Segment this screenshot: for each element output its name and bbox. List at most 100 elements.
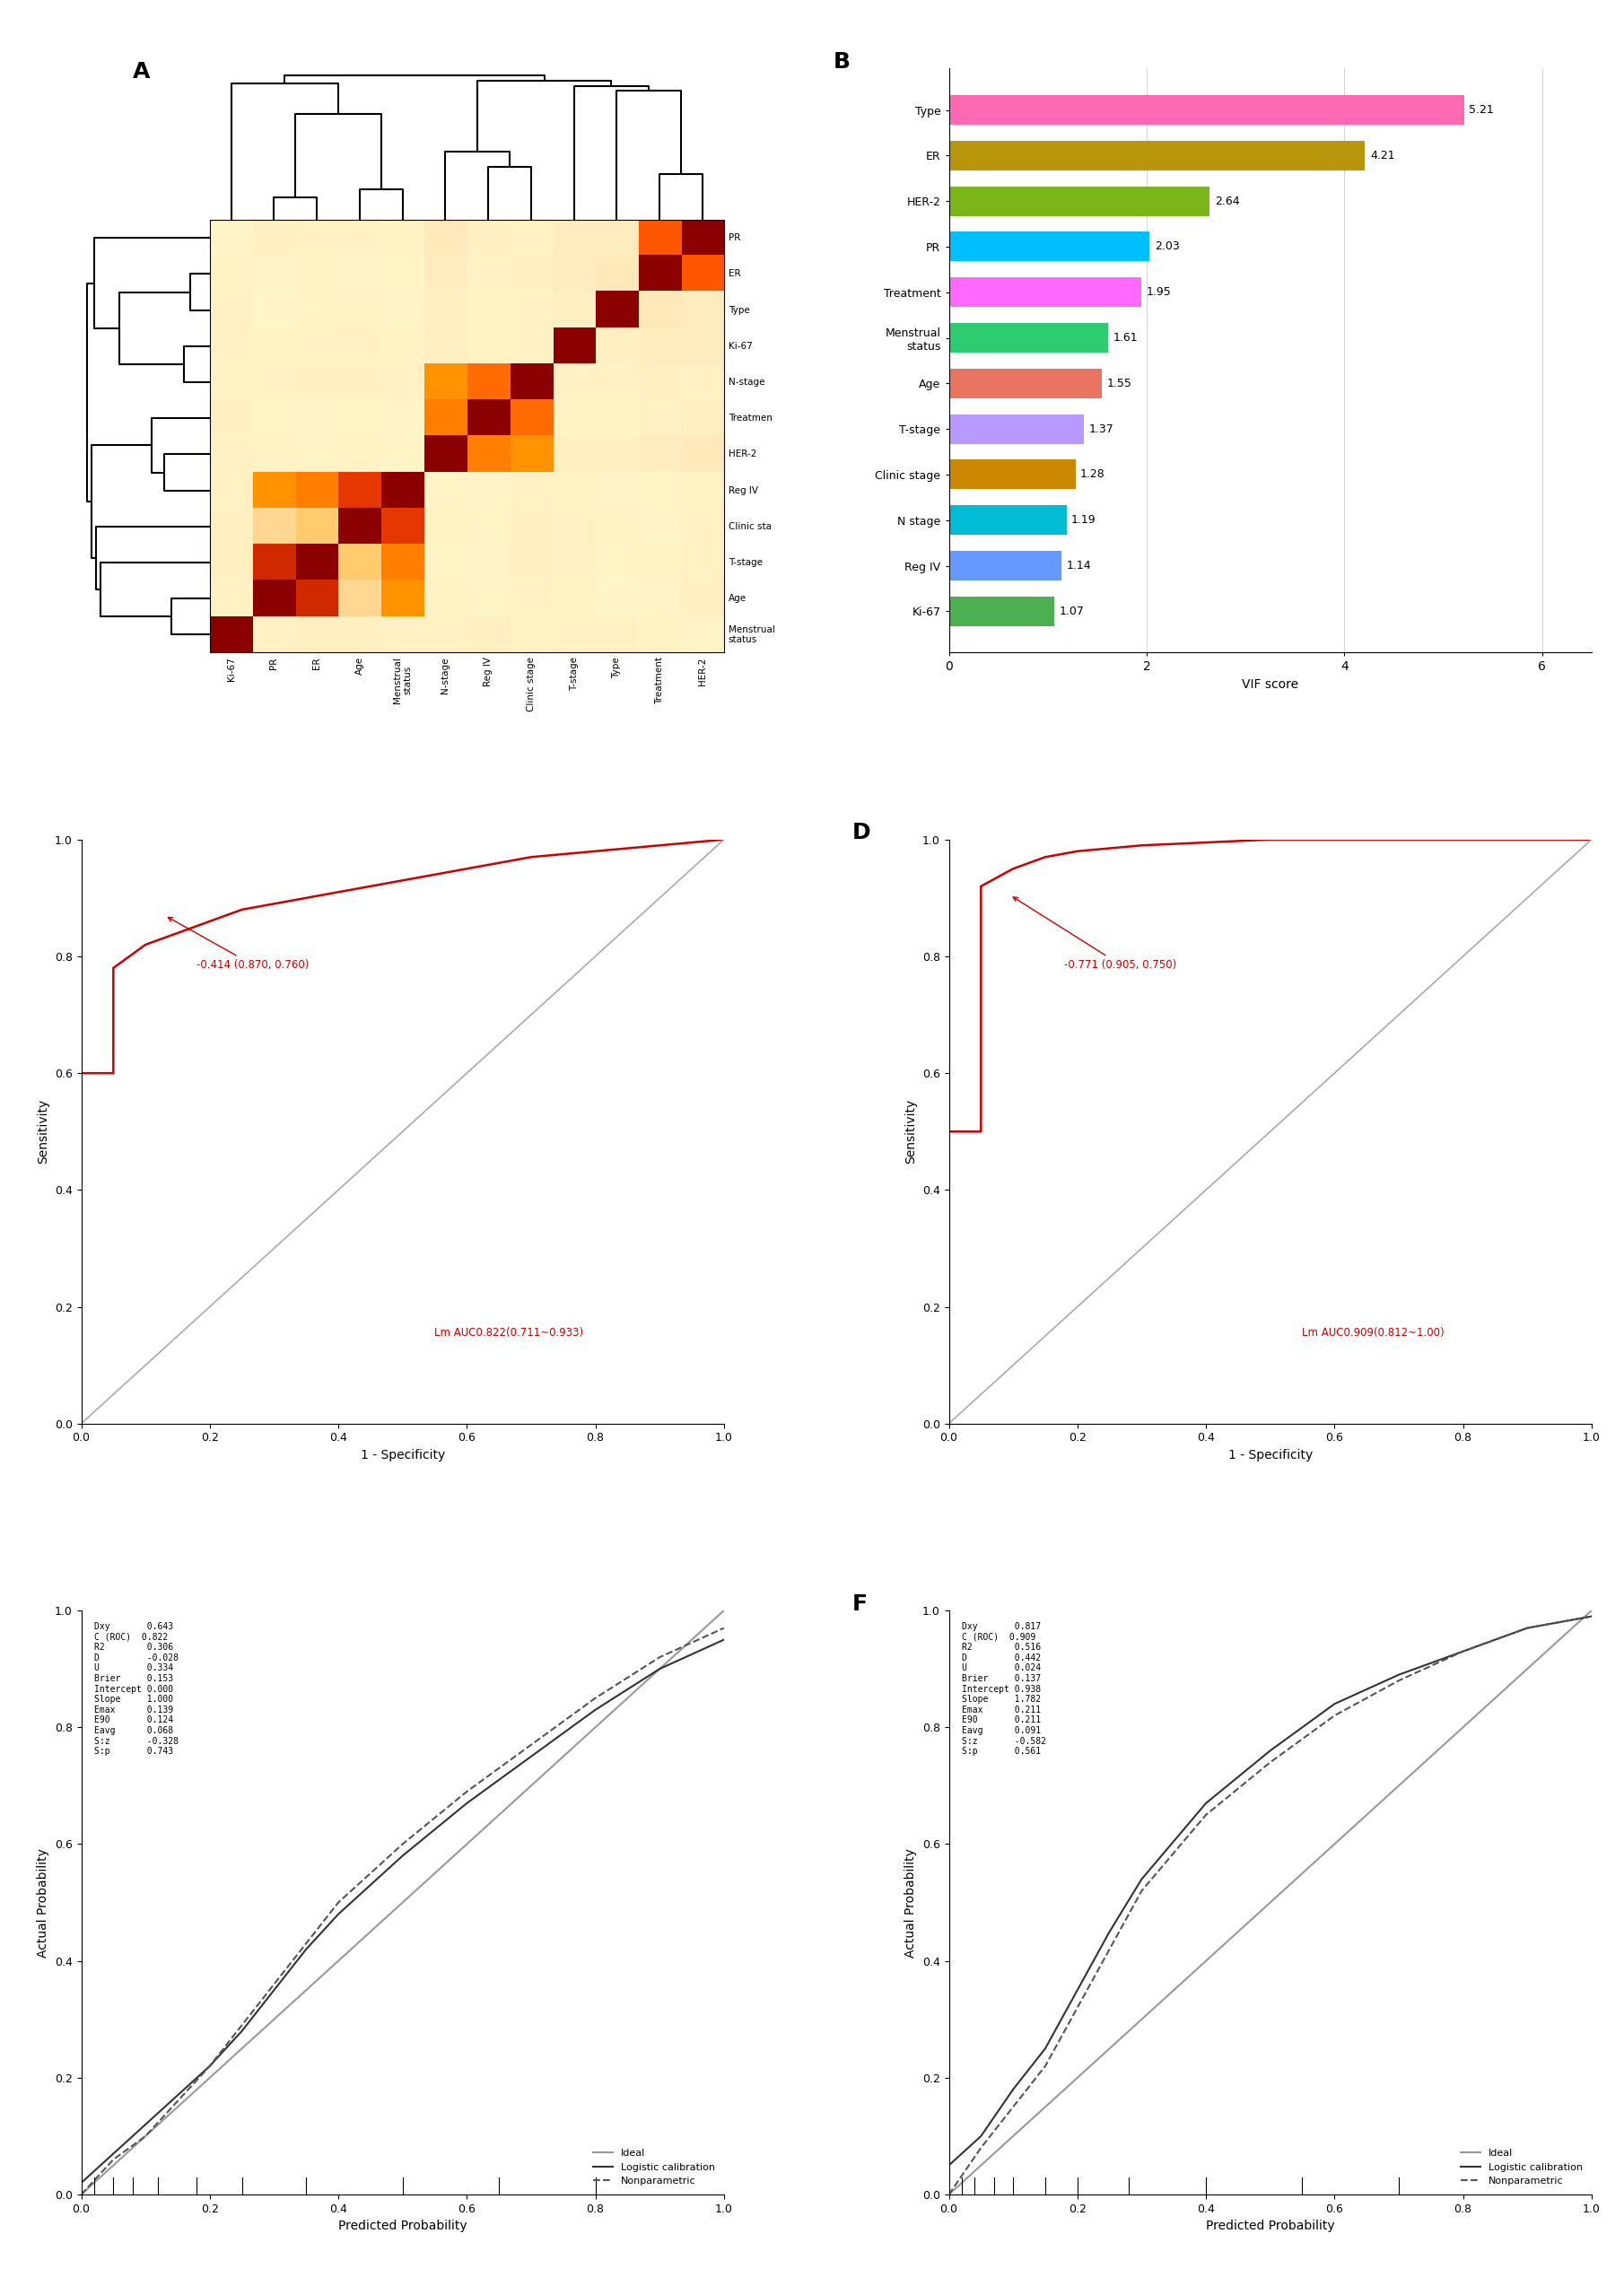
Logistic calibration — [1389, 1662, 1408, 1689]
Nonparametric — [1004, 2094, 1023, 2121]
X-axis label: Predicted Probability: Predicted Probability — [338, 2220, 468, 2233]
Logistic calibration — [521, 1742, 541, 1769]
Nonparametric — [456, 1779, 476, 1806]
Bar — [948, 277, 1142, 306]
Bar — [948, 185, 1210, 215]
Line: Logistic calibration: Logistic calibration — [948, 1616, 1592, 2165]
Bar — [948, 231, 1150, 261]
Bar — [948, 414, 1085, 443]
Nonparametric — [971, 2135, 991, 2163]
Text: 1.37: 1.37 — [1090, 423, 1114, 434]
Logistic calibration — [104, 2140, 123, 2167]
Nonparametric — [1260, 1749, 1280, 1776]
Bar — [948, 597, 1054, 626]
Logistic calibration — [136, 2110, 156, 2137]
Logistic calibration — [297, 1936, 317, 1964]
Nonparametric — [586, 1685, 606, 1712]
Logistic calibration — [456, 1790, 476, 1817]
Nonparametric — [939, 2181, 958, 2208]
Legend: Ideal, Logistic calibration, Nonparametric: Ideal, Logistic calibration, Nonparametr… — [1457, 2144, 1587, 2190]
Text: 1.28: 1.28 — [1080, 469, 1106, 480]
Text: 1.95: 1.95 — [1147, 286, 1171, 297]
Nonparametric — [1517, 1614, 1536, 1641]
Nonparametric — [136, 2121, 156, 2149]
Text: 1.14: 1.14 — [1067, 560, 1091, 572]
Nonparametric — [1036, 2053, 1056, 2080]
Nonparametric — [715, 1614, 734, 1641]
Nonparametric — [1132, 1877, 1151, 1904]
Nonparametric — [104, 2147, 123, 2174]
Nonparametric — [297, 1929, 317, 1957]
Text: 1.07: 1.07 — [1059, 606, 1085, 617]
X-axis label: 1 - Specificity: 1 - Specificity — [1228, 1449, 1312, 1461]
Nonparametric — [1067, 1993, 1086, 2021]
Text: Dxy       0.817
C (ROC)  0.909
R2        0.516
D         0.442
U         0.024
B: Dxy 0.817 C (ROC) 0.909 R2 0.516 D 0.442… — [961, 1623, 1046, 1756]
Bar — [948, 505, 1067, 535]
Logistic calibration — [650, 1655, 669, 1682]
Nonparametric — [265, 1971, 284, 1998]
Nonparametric — [521, 1731, 541, 1758]
Legend: Ideal, Logistic calibration, Nonparametric: Ideal, Logistic calibration, Nonparametr… — [590, 2144, 719, 2190]
Text: Lm AUC0.909(0.812~1.00): Lm AUC0.909(0.812~1.00) — [1302, 1326, 1445, 1340]
Nonparametric — [1453, 1637, 1473, 1664]
Text: 1.55: 1.55 — [1108, 377, 1132, 389]
Logistic calibration — [167, 2083, 187, 2110]
Logistic calibration — [393, 1843, 412, 1870]
Text: 2.03: 2.03 — [1155, 240, 1179, 251]
Logistic calibration — [939, 2151, 958, 2179]
Nonparametric — [650, 1644, 669, 1671]
Bar — [948, 96, 1463, 126]
Y-axis label: Actual Probability: Actual Probability — [37, 1847, 50, 1957]
Logistic calibration — [586, 1696, 606, 1724]
Logistic calibration — [1582, 1602, 1601, 1630]
Logistic calibration — [1132, 1865, 1151, 1893]
Y-axis label: Sensitivity: Sensitivity — [37, 1100, 50, 1164]
Line: Nonparametric: Nonparametric — [81, 1628, 724, 2195]
Logistic calibration — [1453, 1637, 1473, 1664]
Logistic calibration — [1517, 1614, 1536, 1641]
Logistic calibration — [1260, 1737, 1280, 1765]
Bar — [948, 322, 1108, 352]
Logistic calibration — [232, 2016, 252, 2044]
Y-axis label: Actual Probability: Actual Probability — [905, 1847, 918, 1957]
Text: Lm AUC0.822(0.711~0.933): Lm AUC0.822(0.711~0.933) — [435, 1326, 583, 1340]
Nonparametric — [167, 2087, 187, 2115]
Logistic calibration — [200, 2053, 219, 2080]
X-axis label: 1 - Specificity: 1 - Specificity — [361, 1449, 445, 1461]
Bar — [948, 459, 1075, 489]
Line: Nonparametric: Nonparametric — [948, 1616, 1592, 2195]
Line: Logistic calibration: Logistic calibration — [81, 1639, 724, 2183]
Text: 4.21: 4.21 — [1371, 149, 1395, 162]
Text: A: A — [133, 62, 149, 82]
Text: 5.21: 5.21 — [1470, 105, 1494, 117]
Bar — [948, 142, 1366, 171]
X-axis label: Predicted Probability: Predicted Probability — [1205, 2220, 1335, 2233]
Nonparametric — [1389, 1666, 1408, 1694]
Nonparametric — [200, 2053, 219, 2080]
Text: -0.414 (0.870, 0.760): -0.414 (0.870, 0.760) — [169, 917, 310, 972]
X-axis label: VIF score: VIF score — [1242, 679, 1299, 690]
Nonparametric — [1325, 1701, 1345, 1728]
Y-axis label: Sensitivity: Sensitivity — [905, 1100, 918, 1164]
Nonparametric — [393, 1831, 412, 1859]
Text: D: D — [853, 823, 870, 844]
Logistic calibration — [715, 1625, 734, 1653]
Nonparametric — [328, 1888, 348, 1916]
Logistic calibration — [1067, 1977, 1086, 2005]
Logistic calibration — [1004, 2076, 1023, 2103]
Text: -0.771 (0.905, 0.750): -0.771 (0.905, 0.750) — [1013, 896, 1177, 972]
Logistic calibration — [71, 2169, 91, 2197]
Logistic calibration — [1099, 1918, 1119, 1945]
Nonparametric — [1197, 1801, 1216, 1829]
Text: 1.19: 1.19 — [1072, 514, 1096, 526]
Logistic calibration — [1036, 2035, 1056, 2062]
Nonparametric — [71, 2181, 91, 2208]
Nonparametric — [1099, 1936, 1119, 1964]
Logistic calibration — [1325, 1689, 1345, 1717]
Text: Dxy       0.643
C (ROC)  0.822
R2        0.306
D         -0.028
U         0.334
: Dxy 0.643 C (ROC) 0.822 R2 0.306 D -0.02… — [94, 1623, 179, 1756]
Text: B: B — [833, 50, 851, 73]
Bar — [948, 551, 1062, 581]
Bar — [948, 368, 1103, 398]
Text: 1.61: 1.61 — [1112, 331, 1138, 343]
Logistic calibration — [265, 1977, 284, 2005]
